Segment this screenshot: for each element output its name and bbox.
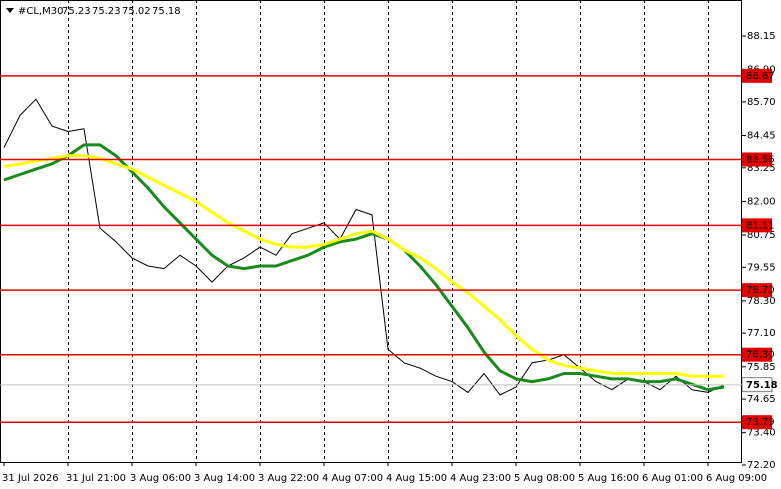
header-value: 75.02: [122, 6, 151, 17]
y-tick-label: 84.45: [747, 131, 776, 142]
x-tick-label: 4 Aug 07:00: [322, 473, 383, 484]
x-tick-label: 3 Aug 22:00: [258, 473, 319, 484]
price-line: [3, 154, 724, 378]
last-price-label: 75.18: [746, 380, 778, 391]
x-tick-label: 31 Jul 2026: [2, 473, 59, 484]
header-value: 75.18: [152, 6, 181, 17]
level-box: [742, 218, 772, 233]
level-box: [742, 152, 772, 167]
y-tick-label: 88.15: [747, 31, 776, 42]
x-tick-label: 6 Aug 09:00: [706, 473, 767, 484]
y-tick-label: 83.25: [747, 163, 776, 174]
y-tick-label: 79.55: [747, 262, 776, 273]
y-tick-label: 74.65: [747, 394, 776, 405]
price-line: [3, 98, 725, 396]
level-label: 86.67: [746, 71, 775, 82]
x-tick-label: 5 Aug 16:00: [578, 473, 639, 484]
header-value: 75.23: [92, 6, 121, 17]
x-tick-label: 31 Jul 21:00: [66, 473, 126, 484]
symbol-icon: [6, 8, 14, 13]
plot-border: [0, 0, 742, 463]
y-tick-label: 78.30: [747, 296, 776, 307]
y-tick-label: 80.75: [747, 230, 776, 241]
x-tick-label: 5 Aug 08:00: [514, 473, 575, 484]
header-value: 75.23: [62, 6, 91, 17]
level-label: 83.56: [746, 154, 775, 165]
y-tick-label: 73.40: [747, 428, 776, 439]
level-label: 78.70: [746, 285, 775, 296]
y-tick-label: 75.85: [747, 362, 776, 373]
x-tick-label: 6 Aug 01:00: [642, 473, 703, 484]
level-box: [742, 68, 772, 83]
level-label: 73.79: [746, 417, 775, 428]
y-tick-label: 85.70: [747, 97, 776, 108]
level-box: [742, 415, 772, 430]
x-tick-label: 3 Aug 06:00: [130, 473, 191, 484]
x-tick-label: 4 Aug 23:00: [450, 473, 511, 484]
level-box: [742, 283, 772, 298]
y-tick-label: 72.20: [747, 460, 776, 471]
price-line: [3, 143, 725, 392]
chart-title: #CL,M30: [18, 6, 63, 17]
x-tick-label: 3 Aug 14:00: [194, 473, 255, 484]
y-tick-label: 82.00: [747, 196, 776, 207]
level-label: 76.30: [746, 350, 775, 361]
x-tick-label: 4 Aug 15:00: [386, 473, 447, 484]
level-label: 81.11: [746, 220, 775, 231]
level-box: [742, 347, 772, 362]
last-price-box: [741, 377, 773, 393]
y-tick-label: 77.10: [747, 328, 776, 339]
